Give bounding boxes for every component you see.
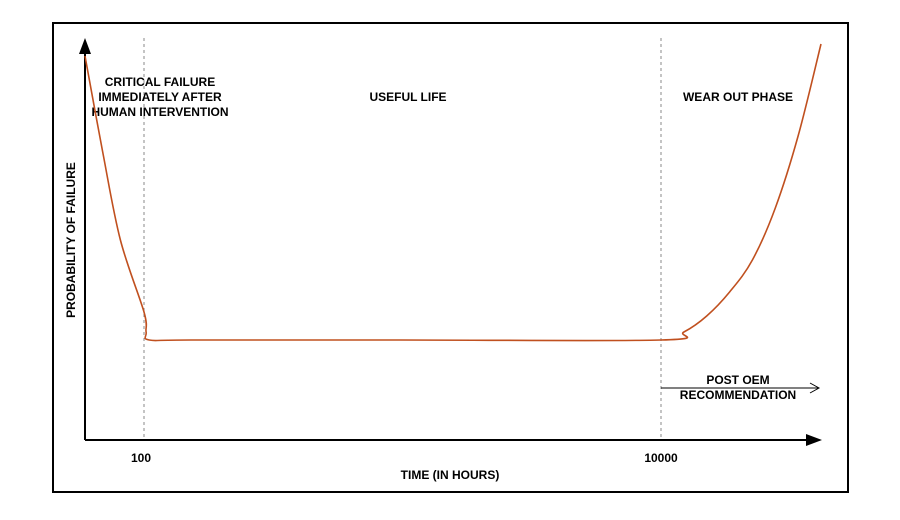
annotation-arrow-head <box>809 382 821 394</box>
region-label-critical-1: CRITICAL FAILURE <box>105 75 215 89</box>
failure-probability-curve <box>84 43 822 342</box>
annotation-line-2: RECOMMENDATION <box>680 388 796 402</box>
region-label-critical-2: IMMEDIATELY AFTER <box>98 90 222 104</box>
region-label-critical-3: HUMAN INTERVENTION <box>91 105 228 119</box>
x-axis-label: TIME (IN HOURS) <box>401 468 500 482</box>
annotation-line-1: POST OEM <box>706 373 769 387</box>
region-label-wear-out: WEAR OUT PHASE <box>683 90 793 104</box>
x-axis-arrow <box>806 434 822 446</box>
x-tick-10000: 10000 <box>644 451 678 465</box>
x-tick-100: 100 <box>131 451 151 465</box>
y-axis-label: PROBABILITY OF FAILURE <box>64 162 78 318</box>
region-label-useful-life: USEFUL LIFE <box>369 90 446 104</box>
chart-frame <box>52 22 849 493</box>
y-axis-arrow <box>79 38 91 54</box>
